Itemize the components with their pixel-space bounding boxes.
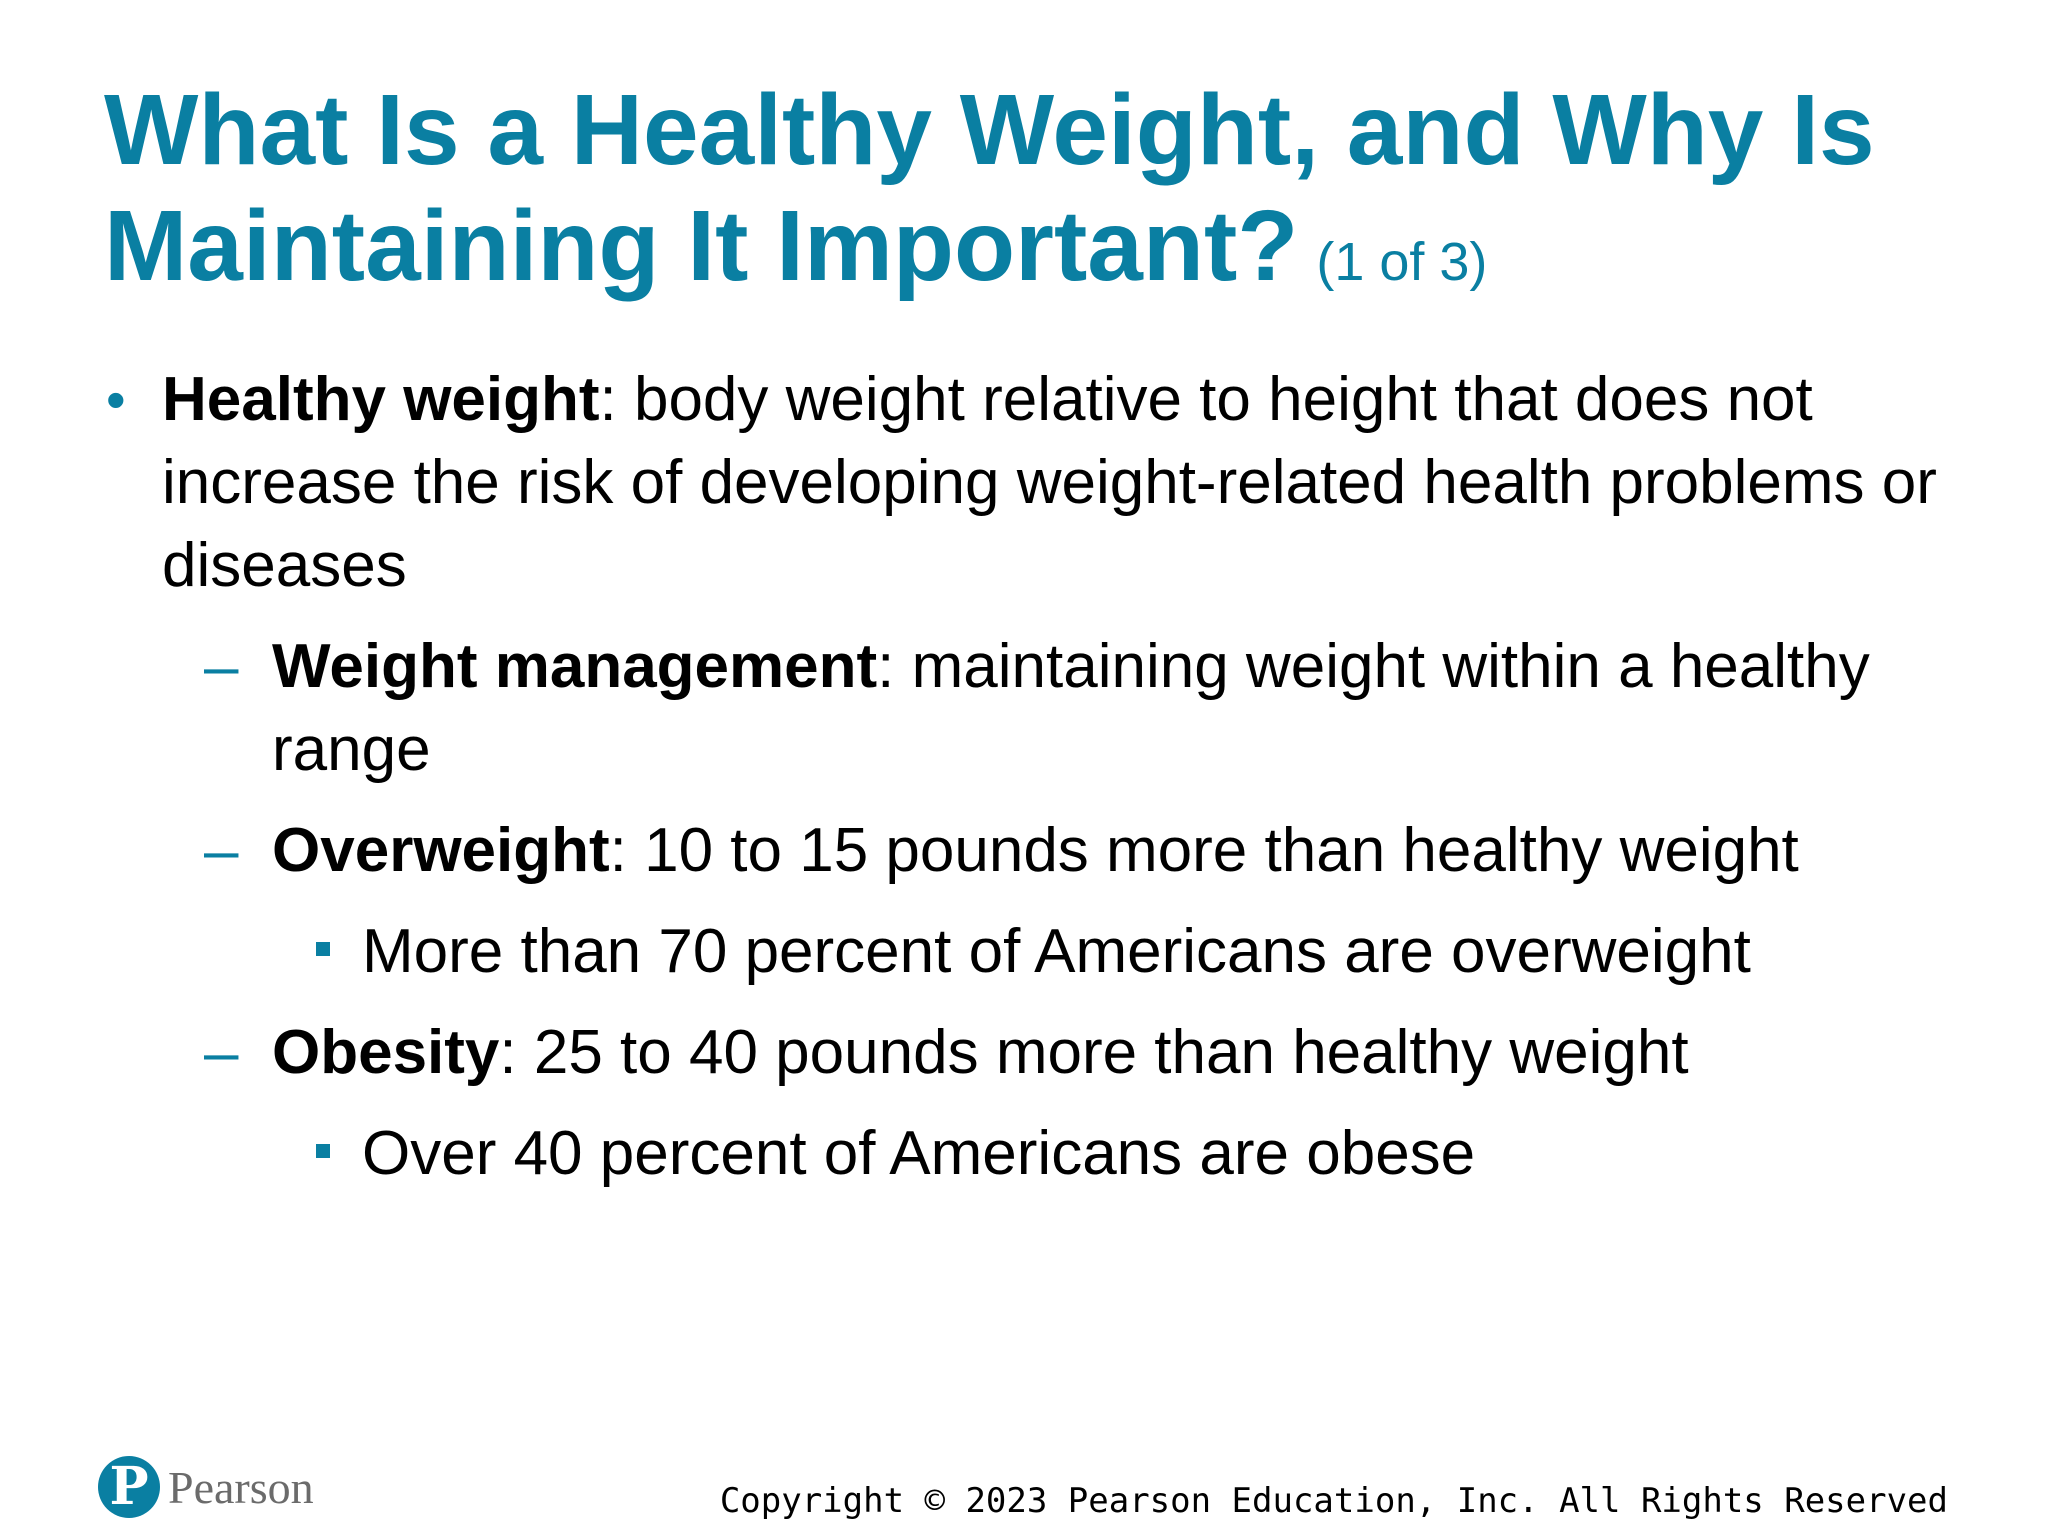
bullet-healthy-weight: • Healthy weight: body weight relative t… — [104, 358, 1964, 607]
definition-obesity: : 25 to 40 pounds more than healthy weig… — [499, 1018, 1689, 1087]
sub-bullet-overweight: – Overweight: 10 to 15 pounds more than … — [104, 809, 1964, 892]
pearson-logo-icon: P — [98, 1456, 160, 1518]
dash-icon: – — [204, 816, 239, 885]
term-overweight: Overweight — [272, 816, 610, 885]
pearson-logo-text: Pearson — [168, 1461, 314, 1513]
dash-icon: – — [204, 632, 239, 701]
copyright-notice: Copyright © 2023 Pearson Education, Inc.… — [719, 1481, 1948, 1521]
slide-title: What Is a Healthy Weight, and Why Is Mai… — [104, 72, 1964, 320]
term-obesity: Obesity — [272, 1018, 500, 1087]
detail-overweight-text: More than 70 percent of Americans are ov… — [362, 917, 1751, 986]
sub-bullet-obesity: – Obesity: 25 to 40 pounds more than hea… — [104, 1011, 1964, 1094]
slide-subtitle: (1 of 3) — [1316, 232, 1488, 292]
detail-overweight: More than 70 percent of Americans are ov… — [104, 910, 1964, 993]
bullet-dot-icon: • — [106, 368, 126, 431]
detail-obesity: Over 40 percent of Americans are obese — [104, 1112, 1964, 1195]
square-bullet-icon — [316, 1144, 330, 1158]
definition-healthy-weight: : body weight relative to height that do… — [162, 365, 1937, 600]
sub-bullet-weight-management: – Weight management: maintaining weight … — [104, 625, 1964, 791]
definition-weight-management: : maintaining weight within a healthy ra… — [272, 632, 1870, 784]
slide-content: • Healthy weight: body weight relative t… — [104, 358, 1964, 1213]
term-healthy-weight: Healthy weight — [162, 365, 600, 434]
square-bullet-icon — [316, 942, 330, 956]
definition-overweight: : 10 to 15 pounds more than healthy weig… — [609, 816, 1799, 885]
slide-title-text: What Is a Healthy Weight, and Why Is Mai… — [104, 74, 1875, 302]
dash-icon: – — [204, 1018, 239, 1087]
detail-obesity-text: Over 40 percent of Americans are obese — [362, 1119, 1476, 1188]
term-weight-management: Weight management — [272, 632, 878, 701]
pearson-logo: P Pearson — [98, 1456, 314, 1518]
